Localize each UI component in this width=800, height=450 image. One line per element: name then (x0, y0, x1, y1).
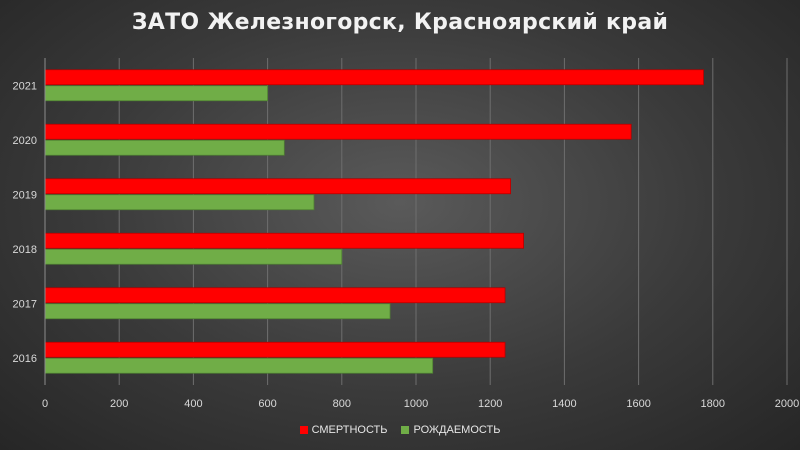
legend-item-deaths: СМЕРТНОСТЬ (299, 424, 388, 436)
bar-deaths-2021 (44, 69, 704, 86)
bar-deaths-2016 (44, 341, 506, 358)
y-tick-label-2016: 2016 (13, 353, 37, 365)
bar-births-2020 (44, 139, 285, 156)
x-tick-label-5: 1000 (404, 398, 428, 410)
y-tick-label-2019: 2019 (13, 189, 37, 201)
x-tick-label-3: 600 (258, 398, 276, 410)
y-tick-label-2017: 2017 (13, 298, 37, 310)
x-tick-label-7: 1400 (552, 398, 576, 410)
bar-deaths-2018 (44, 232, 524, 249)
bar-deaths-2019 (44, 178, 512, 195)
y-tick-label-2021: 2021 (13, 80, 37, 92)
legend-label-births: РОЖДАЕМОСТЬ (413, 424, 501, 436)
bar-births-2017 (44, 303, 391, 320)
bar-births-2016 (44, 357, 434, 374)
bar-deaths-2017 (44, 287, 506, 304)
x-tick-label-1: 200 (110, 398, 128, 410)
y-tick-label-2020: 2020 (13, 135, 37, 147)
x-tick-label-0: 0 (42, 398, 48, 410)
legend-label-deaths: СМЕРТНОСТЬ (311, 424, 388, 436)
chart-title: ЗАТО Железногорск, Красноярский край (131, 10, 669, 35)
legend-item-births: РОЖДАЕМОСТЬ (401, 424, 500, 436)
x-tick-label-4: 800 (333, 398, 351, 410)
bar-births-2018 (44, 248, 343, 265)
x-tick-label-9: 1800 (701, 398, 725, 410)
x-tick-label-2: 400 (184, 398, 202, 410)
legend-swatch-deaths (299, 426, 308, 434)
x-tick-label-8: 1600 (626, 398, 650, 410)
bar-deaths-2020 (44, 123, 632, 140)
legend-swatch-births (401, 426, 410, 434)
bar-births-2021 (44, 85, 269, 102)
x-tick-label-10: 2000 (775, 398, 799, 410)
bar-births-2019 (44, 194, 315, 211)
x-tick-label-6: 1200 (478, 398, 502, 410)
legend: СМЕРТНОСТЬ РОЖДАЕМОСТЬ (0, 424, 800, 436)
y-tick-label-2018: 2018 (13, 244, 37, 256)
